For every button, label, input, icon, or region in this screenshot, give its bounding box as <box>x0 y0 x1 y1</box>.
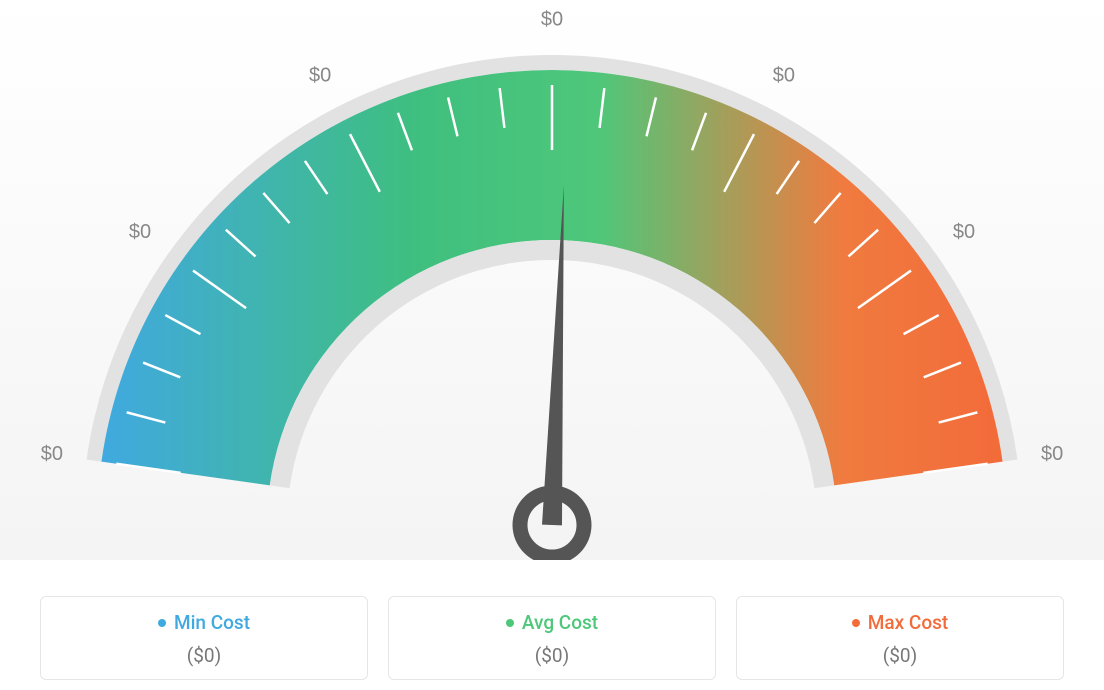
legend-row: Min Cost ($0) Avg Cost ($0) Max Cost ($0… <box>40 596 1064 680</box>
svg-text:$0: $0 <box>541 8 563 30</box>
legend-card-min: Min Cost ($0) <box>40 596 368 680</box>
svg-text:$0: $0 <box>309 65 331 87</box>
svg-text:$0: $0 <box>41 443 63 465</box>
gauge-svg: $0 $0 $0 $0 $0 $0 $0 <box>0 0 1104 560</box>
legend-label-max: Max Cost <box>852 611 948 634</box>
legend-value-min: ($0) <box>51 644 357 667</box>
svg-text:$0: $0 <box>129 221 151 243</box>
legend-label-avg-text: Avg Cost <box>522 611 598 634</box>
legend-label-min: Min Cost <box>158 611 250 634</box>
gauge-chart: $0 $0 $0 $0 $0 $0 $0 <box>0 0 1104 560</box>
legend-dot-max <box>852 619 860 627</box>
legend-value-max: ($0) <box>747 644 1053 667</box>
cost-gauge-container: $0 $0 $0 $0 $0 $0 $0 Min Cost ($0) Avg Cost ($… <box>0 0 1104 690</box>
svg-text:$0: $0 <box>773 65 795 87</box>
legend-label-avg: Avg Cost <box>506 611 598 634</box>
legend-label-min-text: Min Cost <box>174 611 250 634</box>
legend-dot-min <box>158 619 166 627</box>
legend-card-max: Max Cost ($0) <box>736 596 1064 680</box>
svg-text:$0: $0 <box>1041 443 1063 465</box>
legend-label-max-text: Max Cost <box>868 611 948 634</box>
legend-dot-avg <box>506 619 514 627</box>
svg-text:$0: $0 <box>953 221 975 243</box>
legend-value-avg: ($0) <box>399 644 705 667</box>
legend-card-avg: Avg Cost ($0) <box>388 596 716 680</box>
